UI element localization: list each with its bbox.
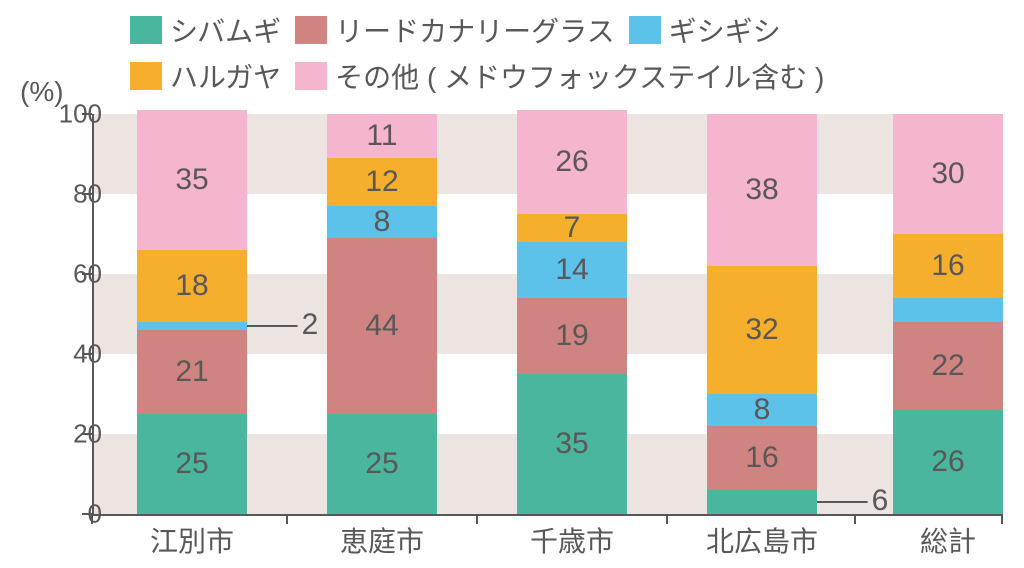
segment-value-label: 16 [931,249,964,283]
y-tick-label: 40 [42,339,102,370]
legend: シバムギ リードカナリーグラス ギシギシ ハルガヤ その他 ( メドウフォックス… [130,10,1010,102]
bar-segment-harugaya: 12 [327,158,437,206]
segment-value-label: 25 [175,447,208,481]
bar-segment-gishi [137,322,247,330]
x-tick-mark [91,514,93,524]
x-axis-label: 千歳市 [530,520,614,560]
bar-segment-gishi: 8 [707,394,817,426]
x-tick-mark [854,514,856,524]
y-tick-label: 20 [42,419,102,450]
swatch-shibamugi [130,16,162,44]
bar-segment-other: 35 [137,110,247,250]
x-axis-label: 北広島市 [706,520,818,560]
bar-segment-harugaya: 18 [137,250,247,322]
callout-label: 2 [302,308,319,342]
y-tick-mark [82,113,92,115]
x-axis-label: 総計 [920,520,976,560]
bar-segment-harugaya: 7 [517,214,627,242]
segment-value-label: 18 [175,269,208,303]
segment-value-label: 22 [931,349,964,383]
segment-value-label: 30 [931,157,964,191]
legend-item-other: その他 ( メドウフォックステイル含む ) [295,56,824,96]
y-tick-label: 60 [42,259,102,290]
bar: 26 7 14 19 35 [517,110,627,514]
callout-label: 6 [872,484,889,518]
segment-value-label: 35 [555,427,588,461]
legend-item-shibamugi: シバムギ [130,10,281,50]
y-tick-label: 100 [42,99,102,130]
x-tick-mark [1001,514,1003,524]
segment-value-label: 16 [745,441,778,475]
swatch-gishi [629,16,661,44]
segment-value-label: 7 [564,211,581,245]
y-tick-mark [82,433,92,435]
bar-segment-other: 38 [707,114,817,266]
segment-value-label: 26 [931,445,964,479]
segment-value-label: 19 [555,319,588,353]
bars-layer: 3518212511128442526714193538328163016222… [92,114,1002,514]
bar-segment-shibamugi: 35 [517,374,627,514]
bar-segment-other: 30 [893,114,1003,234]
legend-item-reed: リードカナリーグラス [295,10,614,50]
swatch-other [295,62,327,90]
y-axis-line [92,114,94,514]
bar-segment-harugaya: 16 [893,234,1003,298]
segment-value-label: 32 [745,313,778,347]
legend-label-gishi: ギシギシ [669,10,781,50]
x-axis-label: 江別市 [150,520,234,560]
segment-value-label: 26 [555,145,588,179]
legend-label-harugaya: ハルガヤ [170,56,281,96]
x-tick-mark [476,514,478,524]
bar-segment-shibamugi: 26 [893,410,1003,514]
segment-value-label: 12 [365,165,398,199]
bar: 35 18 21 25 [137,110,247,514]
bar-segment-other: 11 [327,114,437,158]
legend-item-gishi: ギシギシ [629,10,781,50]
legend-label-reed: リードカナリーグラス [335,10,614,50]
plot-area: 3518212511128442526714193538328163016222… [92,114,1002,514]
bar: 11 12 8 44 25 [327,114,437,514]
x-tick-mark [286,514,288,524]
legend-item-harugaya: ハルガヤ [130,56,281,96]
bar-segment-gishi [893,298,1003,322]
segment-value-label: 35 [175,163,208,197]
y-tick-mark [82,193,92,195]
segment-value-label: 38 [745,173,778,207]
x-axis-label: 恵庭市 [340,520,424,560]
bar-segment-harugaya: 32 [707,266,817,394]
segment-value-label: 21 [175,355,208,389]
segment-value-label: 8 [754,393,771,427]
bar-segment-reed: 16 [707,426,817,490]
x-tick-mark [666,514,668,524]
bar-segment-other: 26 [517,110,627,214]
bar-segment-reed: 19 [517,298,627,374]
y-tick-mark [82,273,92,275]
legend-label-shibamugi: シバムギ [170,10,281,50]
swatch-reed [295,16,327,44]
segment-value-label: 25 [365,447,398,481]
y-tick-label: 80 [42,179,102,210]
bar-segment-shibamugi [707,490,817,514]
swatch-harugaya [130,62,162,90]
bar-segment-gishi: 14 [517,242,627,298]
y-tick-mark [82,353,92,355]
bar-segment-reed: 21 [137,330,247,414]
bar-segment-reed: 44 [327,238,437,414]
segment-value-label: 8 [374,205,391,239]
bar: 30 16 22 26 [893,114,1003,514]
segment-value-label: 11 [366,119,397,153]
bar-segment-shibamugi: 25 [137,414,247,514]
chart-container: シバムギ リードカナリーグラス ギシギシ ハルガヤ その他 ( メドウフォックス… [0,0,1024,568]
x-axis-line [92,514,1002,516]
bar-segment-reed: 22 [893,322,1003,410]
legend-label-other: その他 ( メドウフォックステイル含む ) [335,56,824,96]
bar-segment-shibamugi: 25 [327,414,437,514]
bar-segment-gishi: 8 [327,206,437,238]
segment-value-label: 44 [365,309,398,343]
bar: 38 32 8 16 [707,114,817,514]
segment-value-label: 14 [555,253,588,287]
y-tick-label: 0 [42,499,102,530]
